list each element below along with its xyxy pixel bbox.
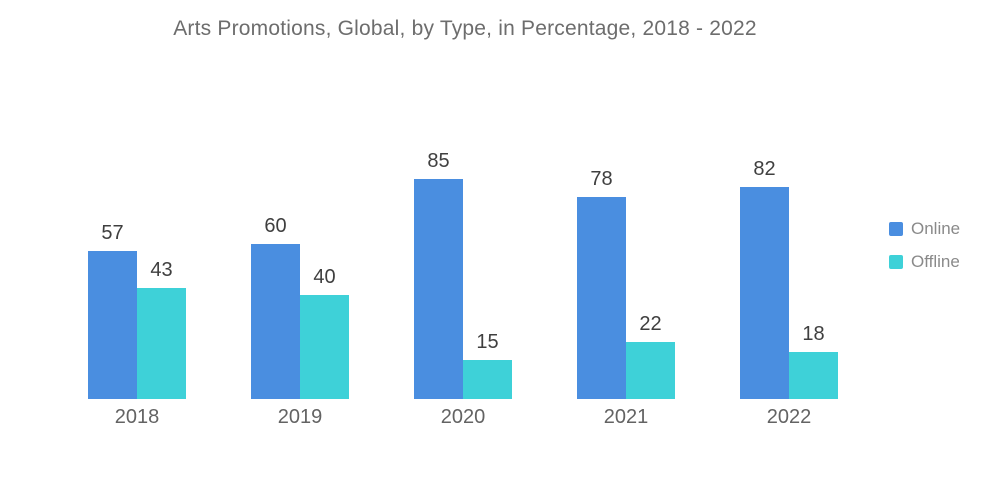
legend-swatch-icon [889, 222, 903, 236]
legend-swatch-icon [889, 255, 903, 269]
bar-online-2018 [88, 251, 137, 399]
bar-offline-2018 [137, 287, 186, 399]
bar-offline-2022 [789, 352, 838, 399]
x-tick-label-2020: 2020 [440, 406, 486, 428]
x-tick-label-2018: 2018 [114, 406, 160, 428]
bar-online-2020 [414, 178, 463, 399]
value-label-offline-2020: 15 [476, 331, 499, 354]
legend-label: Online [911, 219, 961, 238]
value-label-online-2022: 82 [753, 157, 776, 180]
legend-item-offline: Offline [889, 252, 960, 272]
value-label-offline-2018: 43 [150, 258, 173, 281]
bar-offline-2020 [463, 360, 512, 399]
x-tick-label-2019: 2019 [277, 406, 323, 428]
value-label-offline-2021: 22 [639, 313, 662, 335]
bar-online-2022 [740, 186, 789, 399]
bar-online-2021 [577, 197, 626, 399]
bar-offline-2019 [300, 295, 349, 399]
bar-offline-2021 [626, 342, 675, 399]
value-label-online-2021: 78 [590, 168, 613, 190]
value-label-online-2020: 85 [427, 149, 450, 172]
value-label-offline-2019: 40 [313, 266, 336, 289]
bar-online-2019 [251, 243, 300, 399]
value-label-online-2019: 60 [264, 214, 287, 237]
x-tick-label-2022: 2022 [766, 406, 812, 428]
value-label-online-2018: 57 [101, 222, 124, 245]
legend-item-online: Online [889, 219, 960, 239]
chart-title: Arts Promotions, Global, by Type, in Per… [173, 17, 757, 40]
legend: Online Offline [889, 219, 960, 285]
x-tick-label-2021: 2021 [603, 406, 649, 428]
legend-label: Offline [911, 252, 960, 271]
value-label-offline-2022: 18 [802, 323, 825, 346]
